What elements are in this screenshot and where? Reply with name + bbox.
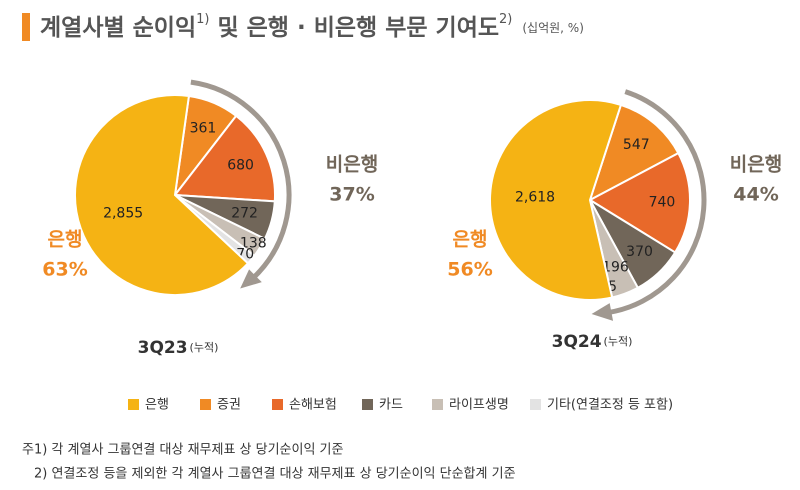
annotation: 63% (42, 259, 87, 281)
arrow-head (591, 303, 614, 321)
pie-slice (489, 99, 623, 301)
annotation: 44% (733, 184, 778, 206)
title-marker (22, 13, 30, 41)
annotation: 비은행 (326, 154, 378, 176)
annotation: 56% (447, 259, 492, 281)
slice-label: 196 (602, 259, 629, 275)
legend-swatch (362, 399, 373, 410)
legend-swatch (432, 399, 443, 410)
title-rest: 및 은행 · 비은행 부문 기여도 (217, 15, 499, 41)
slice-label: 740 (649, 194, 676, 210)
slice-label: 547 (623, 137, 650, 153)
unit: (십억원, %) (522, 21, 584, 35)
title-note-ref: 2) (499, 12, 512, 27)
pie-slice (74, 94, 250, 296)
legend-swatch (200, 399, 211, 410)
slice-label: 680 (227, 157, 254, 173)
legend-label: 라이프생명 (449, 398, 509, 413)
legend-label: 은행 (145, 397, 169, 413)
slice-label: 272 (231, 205, 258, 221)
arrow-head (240, 269, 262, 289)
legend-swatch (530, 399, 541, 410)
pie-title-sub: (누적) (604, 335, 633, 348)
legend-label: 카드 (379, 398, 403, 413)
slice-label: 361 (190, 121, 217, 137)
annotation: 은행 (453, 229, 488, 251)
slice-label: 138 (240, 235, 267, 251)
annotation: 37% (329, 184, 374, 206)
legend-label: 기타(연결조정 등 포함) (547, 398, 673, 413)
legend-swatch (272, 399, 283, 410)
legend-label: 증권 (217, 398, 241, 413)
pie-title: 3Q24 (누적) (552, 332, 633, 352)
annotation: 비은행 (730, 154, 782, 176)
arc-arrow (190, 79, 292, 281)
footnote: 2) 연결조정 등을 제외한 각 계열사 그룹연결 대상 재무제표 상 당기순이… (34, 467, 516, 482)
legend: 은행 증권 손해보험 카드 라이프생명 기타(연결조정 등 포함) (128, 397, 673, 413)
legend-swatch (128, 399, 139, 410)
pie-title-main: 3Q23 (138, 338, 188, 358)
arc-arrow (607, 89, 707, 316)
pie-title: 3Q23 (누적) (138, 338, 219, 358)
title: 계열사별 순이익1) 및 은행 · 비은행 부문 기여도2) (십억원, %) (40, 12, 584, 41)
pie-title-main: 3Q24 (552, 332, 602, 352)
slice-label: 2,618 (515, 190, 555, 206)
pie-slice (587, 151, 691, 254)
pie-slice (173, 114, 276, 203)
slice-label: 2,855 (103, 205, 143, 221)
pie-slice (588, 103, 680, 203)
footnote: 주1) 각 계열사 그룹연결 대상 재무제표 상 당기순이익 기준 (22, 443, 344, 458)
annotation: 은행 (48, 229, 83, 251)
title-note-ref: 1) (196, 12, 209, 27)
slice-label: 370 (626, 244, 653, 260)
pie-title-sub: (누적) (190, 341, 219, 354)
title-main: 계열사별 순이익 (40, 15, 196, 41)
legend-label: 손해보험 (289, 398, 337, 413)
